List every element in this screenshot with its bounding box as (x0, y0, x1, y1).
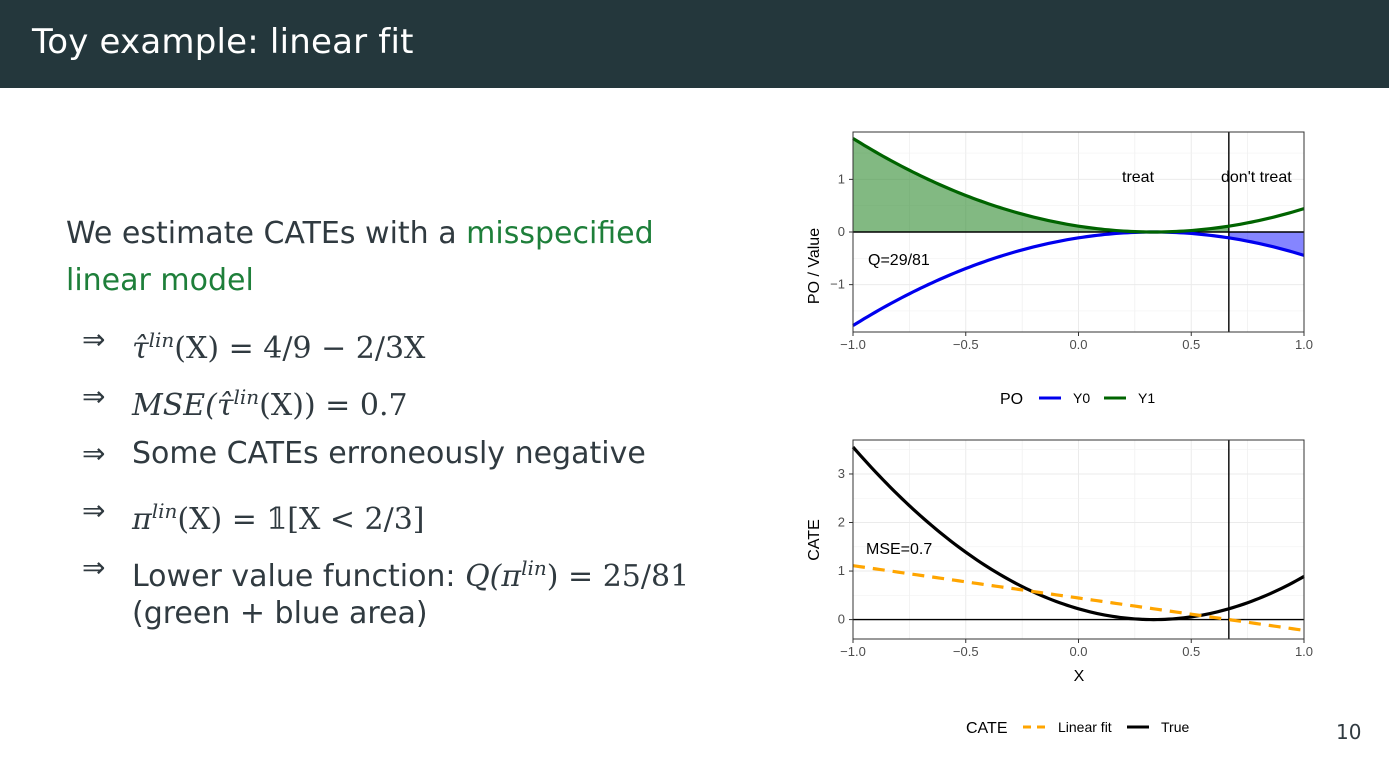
x-tick-label: 0.5 (1182, 644, 1200, 659)
title-bar: Toy example: linear fit (0, 0, 1389, 88)
negative-text: Some CATEs erroneously negative (132, 436, 646, 471)
legend-true-label: True (1161, 719, 1189, 735)
y-axis-label: CATE (806, 519, 823, 560)
axes: −1.0 −0.5 0.0 0.5 1.0 0 1 2 3 (838, 466, 1313, 659)
legend: CATE Linear fit True (966, 719, 1189, 737)
cate-chart: −1.0 −0.5 0.0 0.5 1.0 0 1 2 3 CATE X MSE=0.7 CAT… (806, 439, 1313, 737)
x-tick-label: −0.5 (953, 644, 979, 659)
policy-formula: (X) = 𝟙[X < 2/3] (177, 502, 425, 537)
value-prefix: Lower value function: (132, 559, 466, 594)
bullet-estimator: ⇒ τ̂lin(X) = 4/9 − 2/3X (82, 316, 722, 373)
series-lines (851, 440, 1305, 639)
intro-text: We estimate CATEs with a misspecified li… (66, 210, 706, 304)
q-symbol: Q(π (465, 559, 522, 594)
x-tick-label: 0.5 (1182, 337, 1200, 352)
x-tick-label: −1.0 (840, 644, 866, 659)
legend-linear-label: Linear fit (1058, 719, 1112, 735)
series-y0 (852, 230, 1305, 327)
bullet-negative: ⇒ Some CATEs erroneously negative (82, 430, 722, 487)
bullet-mse: ⇒ MSE(τ̂lin(X)) = 0.7 (82, 373, 722, 430)
annotation-treat: treat (1122, 169, 1155, 186)
legend-y1-label: Y1 (1138, 390, 1155, 406)
x-tick-label: −0.5 (953, 337, 979, 352)
sup-lin: lin (521, 556, 547, 580)
y-tick-label: 2 (838, 515, 845, 530)
axes: −1.0 −0.5 0.0 0.5 1.0 −1 0 1 (830, 171, 1313, 352)
tau-hat: τ̂ (216, 388, 234, 423)
estimator-formula: (X) = 4/9 − 2/3X (174, 331, 426, 366)
slide-title: Toy example: linear fit (32, 22, 414, 62)
series-y1 (852, 137, 1305, 234)
annotation-dont-treat: don't treat (1221, 169, 1292, 186)
x-tick-label: 0.0 (1069, 337, 1087, 352)
y-tick-label: 1 (838, 563, 845, 578)
y-axis-label: PO / Value (806, 228, 823, 304)
treat-area-fill (853, 138, 1229, 232)
implies-icon: ⇒ (82, 437, 106, 470)
page-number: 10 (1336, 720, 1362, 744)
y-tick-label: 0 (838, 224, 845, 239)
y-tick-label: 1 (838, 171, 845, 186)
annotation-mse: MSE=0.7 (866, 541, 932, 558)
sup-lin: lin (233, 385, 260, 409)
x-tick-label: 0.0 (1069, 644, 1087, 659)
y-tick-label: 0 (838, 612, 845, 627)
annotation-q: Q=29/81 (868, 252, 930, 269)
legend: PO Y0 Y1 (1000, 390, 1155, 408)
bullet-value: ⇒ Lower value function: Q(πlin) = 25/81 … (82, 544, 722, 644)
x-tick-label: −1.0 (840, 337, 866, 352)
x-axis-label: X (1074, 668, 1085, 685)
x-tick-label: 1.0 (1295, 337, 1313, 352)
mse-prefix: MSE( (132, 388, 217, 423)
x-tick-label: 1.0 (1295, 644, 1313, 659)
series-linear-fit (852, 564, 1305, 632)
value-note: (green + blue area) (132, 596, 428, 631)
bullet-policy: ⇒ πlin(X) = 𝟙[X < 2/3] (82, 487, 722, 544)
sup-lin: lin (151, 499, 178, 523)
legend-title: CATE (966, 720, 1007, 737)
mse-formula: (X)) = 0.7 (259, 388, 408, 423)
y-tick-label: 3 (838, 466, 845, 481)
y-tick-label: −1 (830, 277, 845, 292)
sup-lin: lin (148, 328, 175, 352)
implies-icon: ⇒ (82, 551, 106, 584)
intro-prefix: We estimate CATEs with a (66, 216, 467, 251)
series-lines (852, 132, 1305, 332)
implies-icon: ⇒ (82, 323, 106, 356)
tau-hat: τ̂ (132, 331, 149, 366)
legend-y0-label: Y0 (1073, 390, 1090, 406)
pi-symbol: π (132, 502, 152, 537)
intro-highlight: misspecified linear model (66, 216, 654, 298)
implies-icon: ⇒ (82, 380, 106, 413)
implies-icon: ⇒ (82, 494, 106, 527)
bullet-list: ⇒ τ̂lin(X) = 4/9 − 2/3X ⇒ MSE(τ̂lin(X)) … (82, 316, 722, 644)
series-true (851, 445, 1305, 622)
legend-title: PO (1000, 391, 1023, 408)
po-chart: −1.0 −0.5 0.0 0.5 1.0 −1 0 1 PO / Value treat d… (806, 131, 1313, 408)
value-formula: ) = 25/81 (546, 559, 690, 594)
